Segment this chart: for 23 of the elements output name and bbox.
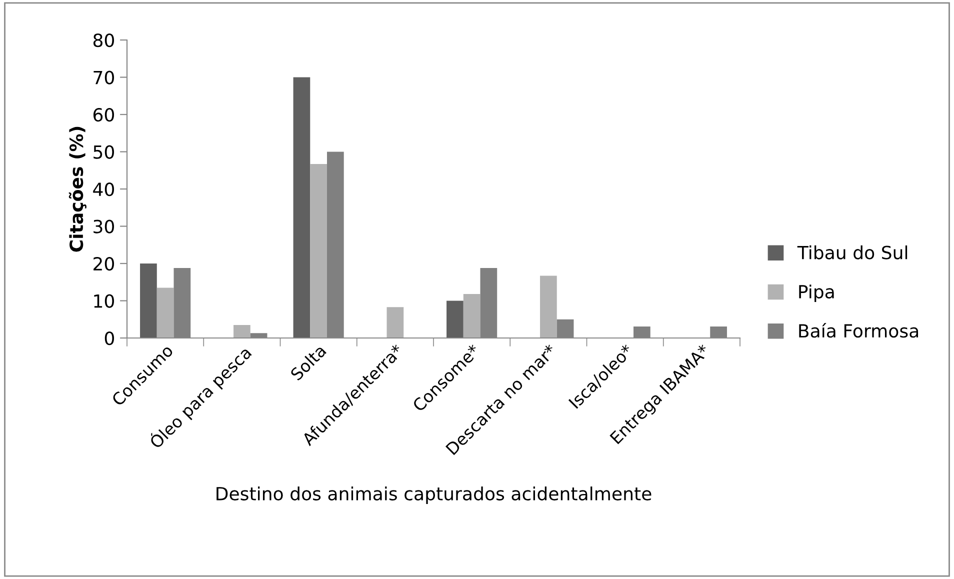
y-tick-label: 60 [93,108,114,122]
y-tick-label: 0 [104,331,114,346]
bar [386,307,404,338]
y-tick-label: 80 [93,33,114,48]
legend-label: Baía Formosa [799,322,918,338]
x-axis-title: Destino dos animais capturados acidentalmente [216,486,652,504]
bar [446,300,464,338]
bar [156,288,174,338]
bar [140,264,157,338]
bar [463,294,480,338]
y-tick-label: 30 [94,220,114,234]
y-tick-label: 20 [94,256,114,271]
y-tick-label: 70 [94,70,114,84]
y-tick-label: 50 [94,145,114,159]
y-axis-title: Citações (%) [68,126,86,252]
y-tick-label: 10 [94,294,114,308]
bar [293,77,310,338]
legend-label: Tibau do Sul [797,245,908,260]
y-tick-label: 40 [93,182,114,196]
legend-label: Pipa [799,284,834,302]
bar [540,276,557,338]
bar [234,324,250,338]
bar [310,164,327,338]
